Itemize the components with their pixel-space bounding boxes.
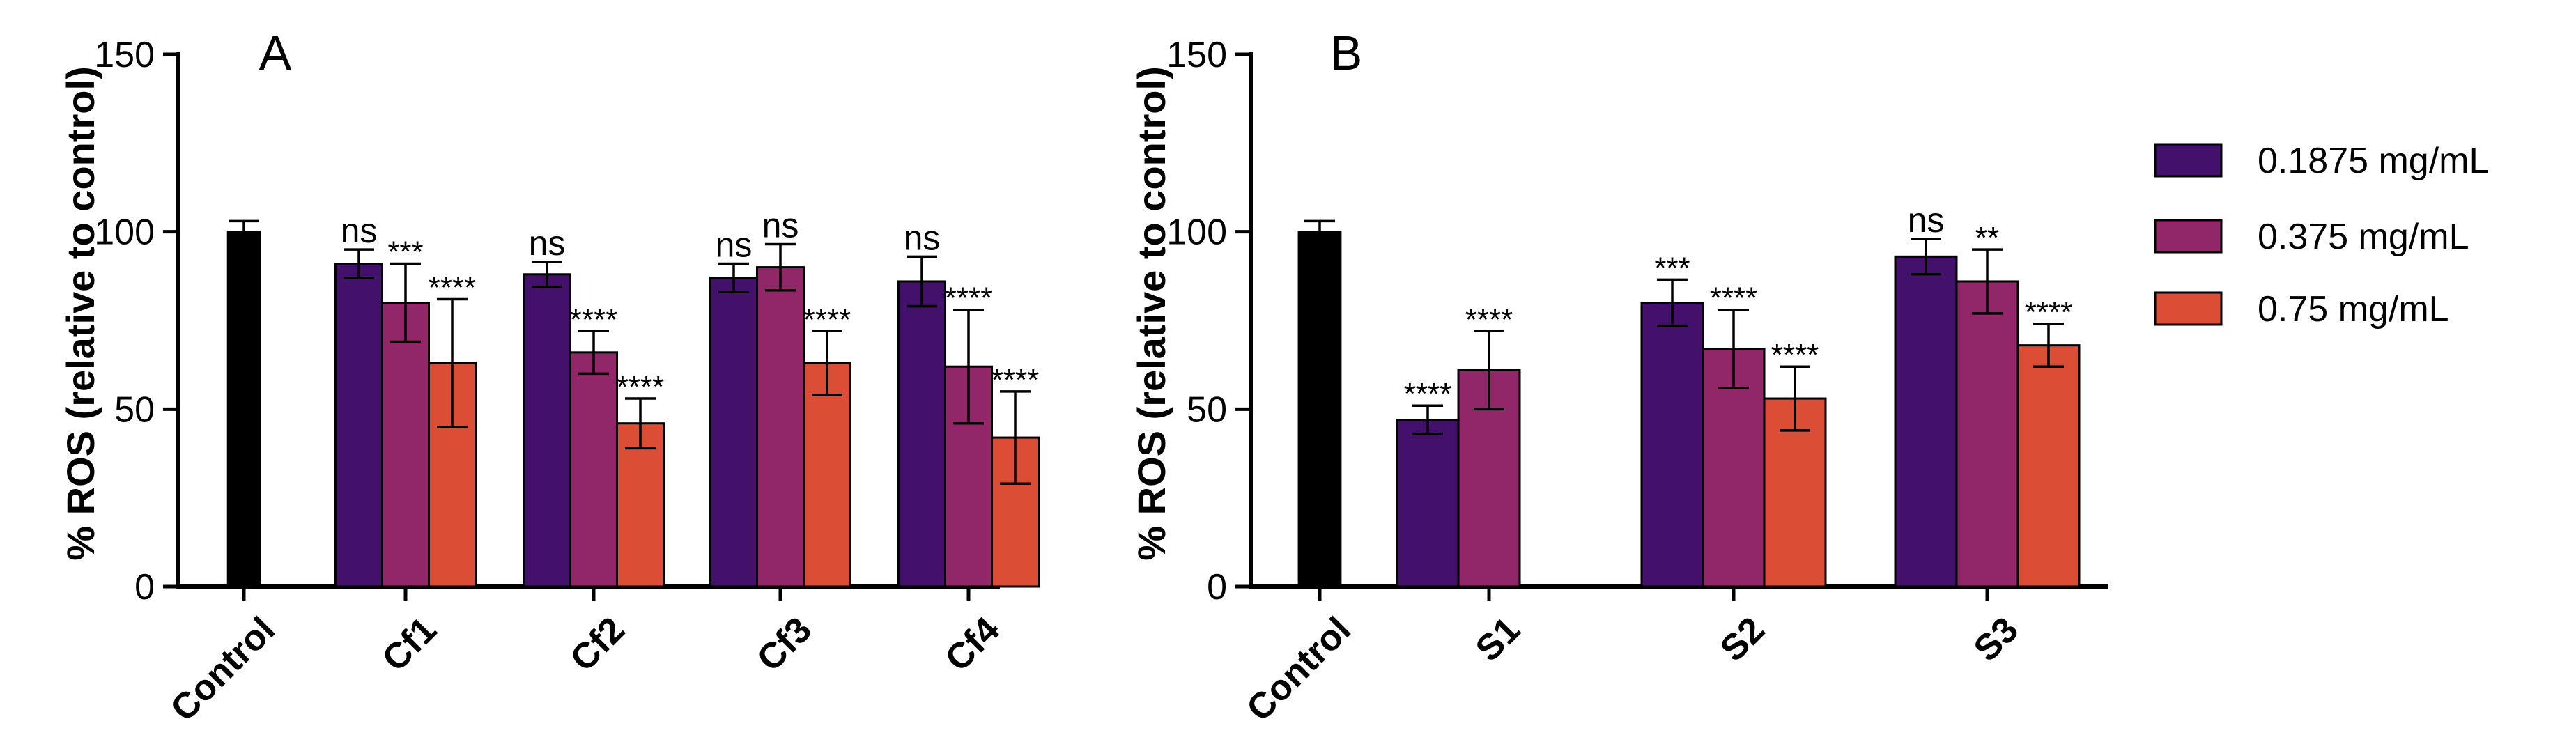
legend: 0.1875 mg/mL 0.375 mg/mL 0.75 mg/mL (2154, 141, 2489, 330)
x-tick-label: S2 (1713, 610, 1773, 669)
bar-s2-series-0 (1640, 302, 1704, 588)
panel-a: A % ROS (relative to control) 0 50 100 150 C… (59, 26, 1040, 729)
legend-label-0.75: 0.75 mg/mL (2258, 289, 2449, 330)
significance-label: **** (2025, 295, 2073, 330)
significance-label: **** (1771, 338, 1819, 372)
legend-label-0.375: 0.375 mg/mL (2258, 217, 2469, 257)
bar-control (1297, 231, 1342, 588)
x-tick-label: Cf4 (938, 610, 1008, 679)
x-tick-label: Control (163, 610, 283, 729)
bar-control (226, 231, 261, 588)
significance-label: ns (762, 206, 799, 245)
bar-s3-series-0 (1894, 255, 1958, 588)
x-tick-label: Control (1239, 610, 1359, 729)
panel-b-y-axis-label: % ROS (relative to control) (1129, 66, 1173, 560)
y-tick-label: 50 (1187, 389, 1227, 430)
bar-cf3-series-0 (709, 277, 758, 588)
significance-label: **** (803, 302, 851, 336)
bar-cf2-series-1 (569, 351, 618, 588)
y-tick-label: 50 (114, 389, 155, 430)
legend-item-0.375: 0.375 mg/mL (2154, 217, 2469, 257)
significance-label: *** (1654, 251, 1690, 285)
significance-label: **** (1465, 302, 1513, 336)
y-tick-label: 100 (94, 212, 155, 253)
bar-cf3-series-1 (756, 266, 805, 588)
bar-cf2-series-0 (523, 273, 571, 588)
significance-label: ns (904, 218, 941, 257)
x-tick-label: S1 (1468, 610, 1528, 669)
legend-item-0.1875: 0.1875 mg/mL (2154, 141, 2489, 181)
bar-cf4-series-0 (897, 280, 946, 588)
panel-b-letter: B (1330, 26, 1363, 80)
legend-swatch-0.375 (2154, 219, 2223, 254)
y-tick-label: 100 (1166, 212, 1227, 253)
legend-swatch-0.1875 (2154, 143, 2223, 178)
significance-label: **** (992, 363, 1040, 397)
bar-s3-series-2 (2016, 344, 2081, 588)
legend-item-0.75: 0.75 mg/mL (2154, 289, 2449, 330)
y-tick-label: 0 (1207, 567, 1227, 607)
significance-label: ns (529, 224, 566, 263)
bar-s3-series-1 (1955, 280, 2019, 588)
significance-label: ** (1975, 221, 1999, 255)
legend-label-0.1875: 0.1875 mg/mL (2258, 141, 2489, 181)
x-tick-label: Cf2 (563, 610, 633, 679)
panel-b: B % ROS (relative to control) 0 50 100 150 C… (1129, 26, 2108, 729)
y-tick-label: 0 (134, 567, 155, 607)
significance-label: ns (341, 211, 378, 250)
bar-s1-series-0 (1396, 419, 1460, 588)
x-tick-label: Cf3 (750, 610, 819, 679)
significance-label: **** (617, 370, 665, 404)
bar-cf3-series-2 (803, 362, 851, 588)
significance-label: *** (387, 235, 423, 270)
significance-label: ns (716, 226, 753, 265)
panel-a-y-axis-label: % ROS (relative to control) (59, 66, 102, 560)
significance-label: **** (429, 270, 477, 304)
y-tick-label: 150 (94, 35, 155, 75)
significance-label: **** (1710, 281, 1758, 316)
significance-label: **** (945, 281, 993, 316)
bar-cf1-series-1 (381, 302, 430, 588)
significance-label: **** (1404, 377, 1452, 411)
significance-label: **** (570, 302, 618, 336)
x-tick-label: S3 (1966, 610, 2026, 669)
panel-a-letter: A (259, 26, 292, 80)
bar-cf2-series-2 (616, 422, 665, 588)
significance-label: ns (1908, 201, 1945, 240)
bar-cf1-series-0 (334, 263, 383, 588)
x-tick-label: Cf1 (375, 610, 445, 679)
y-tick-label: 150 (1166, 35, 1227, 75)
legend-swatch-0.75 (2154, 291, 2223, 326)
